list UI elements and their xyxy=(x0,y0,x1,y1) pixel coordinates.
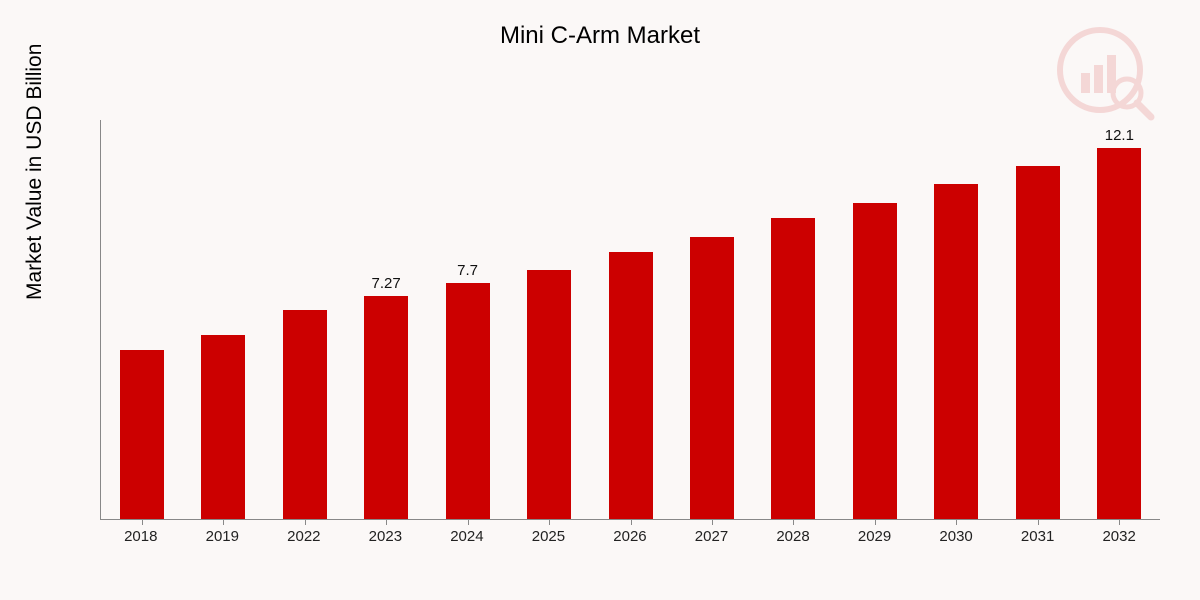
bar-wrapper xyxy=(508,120,589,519)
bar-wrapper xyxy=(182,120,263,519)
x-tick xyxy=(793,519,794,525)
x-axis-label: 2022 xyxy=(263,528,345,545)
x-axis-label: 2027 xyxy=(671,528,753,545)
x-axis-label: 2029 xyxy=(834,528,916,545)
bar xyxy=(609,252,653,519)
bar-wrapper xyxy=(264,120,345,519)
bar-value-label: 7.27 xyxy=(372,275,401,292)
bar-wrapper xyxy=(834,120,915,519)
bar xyxy=(934,184,978,519)
x-tick xyxy=(875,519,876,525)
bar xyxy=(364,296,408,519)
x-tick xyxy=(386,519,387,525)
bar xyxy=(283,310,327,519)
x-tick xyxy=(142,519,143,525)
chart-title: Mini C-Arm Market xyxy=(0,0,1200,50)
bar xyxy=(120,350,164,519)
x-tick xyxy=(468,519,469,525)
x-axis-label: 2028 xyxy=(752,528,834,545)
bar-wrapper: 7.7 xyxy=(427,120,508,519)
bar xyxy=(853,203,897,519)
bar-wrapper: 12.1 xyxy=(1079,120,1160,519)
bars-container: 7.27 7.7 12.1 xyxy=(100,120,1160,520)
bar xyxy=(1097,148,1141,519)
x-axis-label: 2026 xyxy=(589,528,671,545)
watermark-logo xyxy=(1055,25,1155,130)
bar-wrapper xyxy=(916,120,997,519)
x-tick xyxy=(631,519,632,525)
bar xyxy=(690,237,734,519)
x-tick xyxy=(549,519,550,525)
bar xyxy=(446,283,490,519)
bar xyxy=(1016,166,1060,519)
x-tick xyxy=(1038,519,1039,525)
x-axis-label: 2025 xyxy=(508,528,590,545)
y-axis-label: Market Value in USD Billion xyxy=(23,44,47,300)
bar-value-label: 7.7 xyxy=(457,262,478,279)
chart-plot-area: 7.27 7.7 12.1 xyxy=(100,120,1160,520)
bar-wrapper xyxy=(671,120,752,519)
bar-value-label: 12.1 xyxy=(1105,127,1134,144)
bar xyxy=(771,218,815,519)
bar-wrapper xyxy=(101,120,182,519)
x-axis-label: 2019 xyxy=(182,528,264,545)
x-axis-label: 2032 xyxy=(1078,528,1160,545)
x-axis-label: 2018 xyxy=(100,528,182,545)
bar-wrapper xyxy=(997,120,1078,519)
bar-wrapper xyxy=(590,120,671,519)
bar-wrapper xyxy=(753,120,834,519)
x-axis-label: 2023 xyxy=(345,528,427,545)
bar xyxy=(527,270,571,519)
x-axis-labels: 2018201920222023202420252026202720282029… xyxy=(100,528,1160,545)
x-tick xyxy=(1119,519,1120,525)
x-tick xyxy=(956,519,957,525)
x-tick xyxy=(712,519,713,525)
x-axis-label: 2024 xyxy=(426,528,508,545)
bar xyxy=(201,335,245,519)
bar-wrapper: 7.27 xyxy=(345,120,426,519)
x-tick xyxy=(223,519,224,525)
x-axis-label: 2030 xyxy=(915,528,997,545)
x-axis-label: 2031 xyxy=(997,528,1079,545)
x-tick xyxy=(305,519,306,525)
